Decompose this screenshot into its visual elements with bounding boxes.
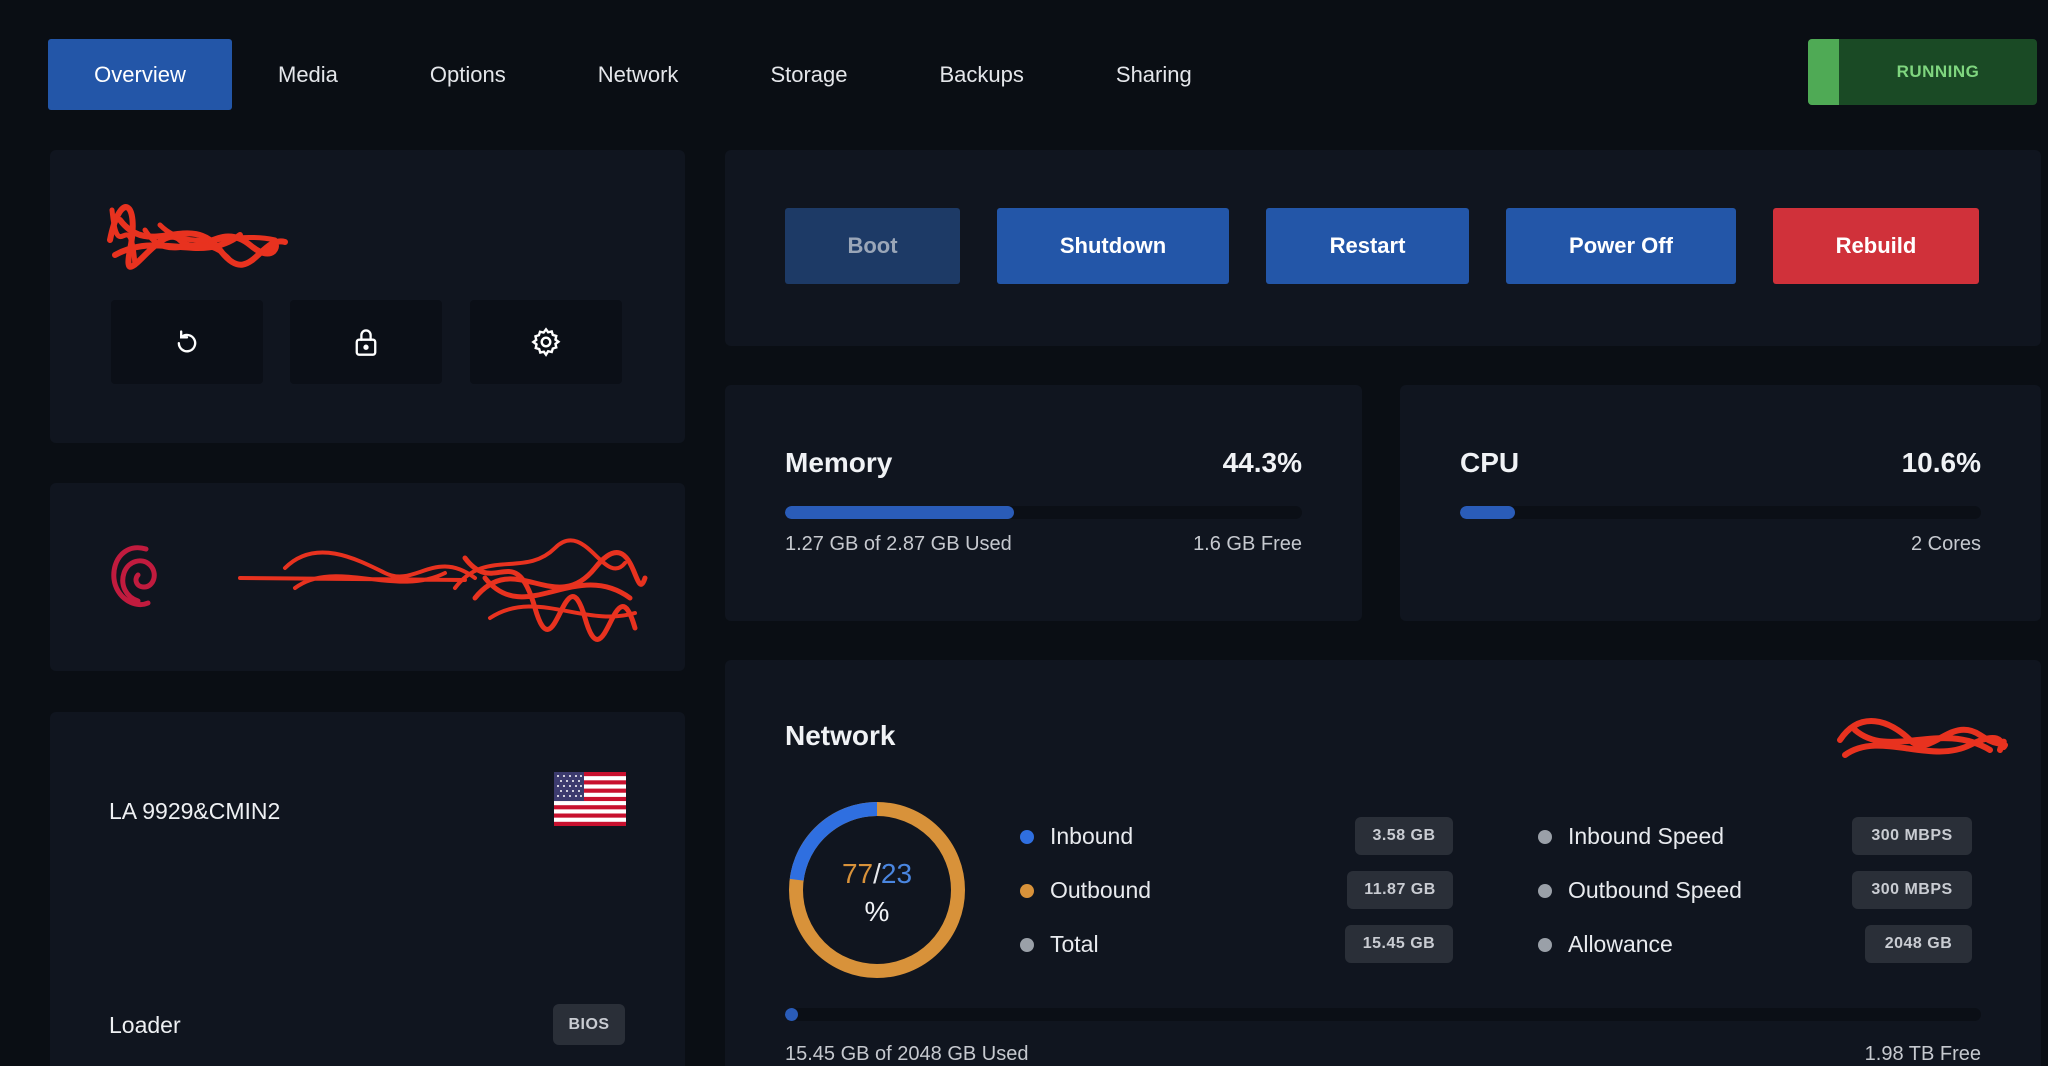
loader-label: Loader [109,1012,181,1038]
cpu-cores: 2 Cores [1910,533,1981,555]
tab-options[interactable]: Options [429,61,506,87]
refresh-icon [177,330,197,353]
speed-value: 2048 GB [1865,925,1972,963]
inbound-arc [789,802,965,978]
speed-dot [1538,937,1552,952]
speed-outbound: Outbound Speed [1538,877,1742,904]
loader-badge: BIOS [553,1004,625,1045]
outbound-ratio: 77 [841,858,874,889]
tab-backups[interactable]: Backups [939,61,1024,87]
total-dot [1020,937,1034,952]
traffic-ratio: 77/23 % [785,858,969,928]
stat-label: Inbound [1050,823,1134,849]
power-actions-card: Boot Shutdown Restart Power Off Rebuild [725,150,2041,346]
cpu-title: CPU [1460,447,1520,478]
main-tabs: Overview Media Options Network Storage B… [48,39,1238,110]
location-name: LA 9929&CMIN2 [109,798,281,824]
memory-percent: 44.3% [1222,447,1302,478]
stat-value: 11.87 GB [1347,871,1453,909]
network-usage-fill [785,1008,798,1021]
lock-icon [355,329,377,356]
speed-value: 300 MBPS [1852,871,1972,909]
status-indicator [1808,39,1839,105]
cpu-progress-fill [1460,506,1516,519]
stat-outbound: Outbound [1020,877,1151,904]
redacted-os-name [238,538,648,642]
cpu-progress-bar [1460,506,1981,519]
stat-total: Total [1020,931,1099,958]
outbound-dot [1020,883,1034,898]
server-identity-card [50,150,685,443]
speed-value: 300 MBPS [1852,817,1972,855]
inbound-ratio: 23 [880,858,913,889]
us-flag-icon [554,772,626,826]
stat-label: Outbound [1050,877,1152,903]
boot-button[interactable]: Boot [785,208,960,284]
stat-value: 15.45 GB [1345,925,1453,963]
speed-dot [1538,829,1552,844]
lock-button[interactable] [290,300,442,384]
network-usage-bar [785,1008,1981,1021]
memory-free: 1.6 GB Free [1193,533,1302,555]
ratio-unit: % [864,896,890,927]
reinstall-button[interactable] [111,300,263,384]
status-label: RUNNING [1896,62,1980,81]
speed-label: Allowance [1568,931,1673,957]
speed-dot [1538,883,1552,898]
redacted-network-info [1837,718,2008,758]
settings-button[interactable] [470,300,622,384]
shutdown-button[interactable]: Shutdown [997,208,1229,284]
speed-label: Outbound Speed [1568,877,1742,903]
inbound-dot [1020,829,1034,844]
tab-storage[interactable]: Storage [770,61,848,87]
speed-allowance: Allowance [1538,931,1673,958]
ratio-separator: / [873,858,881,889]
network-card: Network 77/23 % Inbound 3.58 GB Outbound… [725,660,2041,1066]
memory-used: 1.27 GB of 2.87 GB Used [785,533,1012,555]
os-card [50,483,685,671]
network-title: Network [785,720,896,751]
tab-network[interactable]: Network [597,61,679,87]
redacted-hostname [107,204,288,270]
network-used: 15.45 GB of 2048 GB Used [785,1043,1029,1065]
cpu-card: CPU 10.6% 2 Cores [1400,385,2041,621]
tab-media[interactable]: Media [278,61,338,87]
memory-card: Memory 44.3% 1.27 GB of 2.87 GB Used 1.6… [725,385,1362,621]
power-off-button[interactable]: Power Off [1506,208,1736,284]
rebuild-button[interactable]: Rebuild [1773,208,1979,284]
traffic-donut-chart [789,802,965,978]
gear-icon [531,327,561,357]
speed-label: Inbound Speed [1568,823,1725,849]
restart-button[interactable]: Restart [1266,208,1469,284]
cpu-percent: 10.6% [1901,447,1981,478]
stat-value: 3.58 GB [1355,817,1453,855]
memory-progress-bar [785,506,1302,519]
location-card: LA 9929&CMIN2 Loader BIOS [50,712,685,1066]
stat-inbound: Inbound [1020,823,1133,850]
stat-label: Total [1050,931,1099,957]
network-free: 1.98 TB Free [1864,1043,1981,1065]
memory-progress-fill [785,506,1015,519]
memory-title: Memory [785,447,893,478]
speed-inbound: Inbound Speed [1538,823,1724,850]
tab-overview[interactable]: Overview [48,39,232,110]
status-badge: RUNNING [1808,39,2037,105]
tab-sharing[interactable]: Sharing [1115,61,1192,87]
debian-logo [111,545,157,607]
